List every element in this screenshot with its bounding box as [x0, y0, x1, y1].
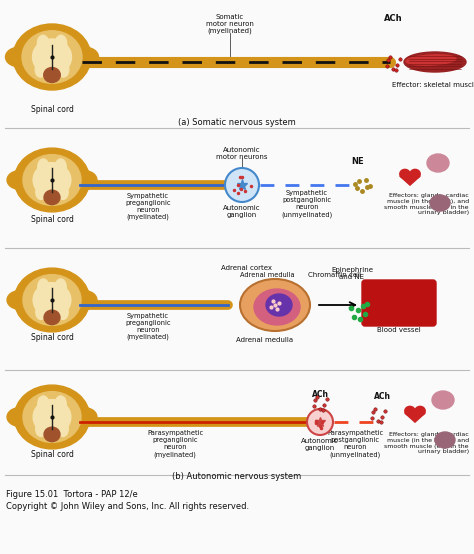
Ellipse shape: [266, 294, 292, 316]
Text: Somatic
motor neuron
(myelinated): Somatic motor neuron (myelinated): [206, 14, 254, 34]
Ellipse shape: [410, 170, 420, 178]
Ellipse shape: [435, 432, 455, 448]
Ellipse shape: [254, 289, 300, 325]
Text: Parasympathetic
postganglionic
neuron
(unmyelinated): Parasympathetic postganglionic neuron (u…: [327, 430, 383, 458]
Text: Spinal cord: Spinal cord: [30, 450, 73, 459]
Ellipse shape: [430, 195, 450, 211]
Text: Adrenal cortex: Adrenal cortex: [221, 265, 273, 271]
Text: Autonomic
motor neurons: Autonomic motor neurons: [216, 147, 268, 160]
Ellipse shape: [38, 396, 49, 412]
Ellipse shape: [415, 406, 425, 416]
Ellipse shape: [71, 171, 97, 189]
Ellipse shape: [14, 268, 90, 332]
FancyBboxPatch shape: [362, 280, 436, 326]
Text: Figure 15.01  Tortora - PAP 12/e: Figure 15.01 Tortora - PAP 12/e: [6, 490, 138, 499]
Text: Blood vessel: Blood vessel: [377, 327, 421, 333]
Ellipse shape: [37, 35, 49, 52]
Ellipse shape: [22, 31, 82, 83]
Ellipse shape: [36, 422, 46, 437]
Ellipse shape: [7, 171, 33, 189]
Ellipse shape: [36, 185, 46, 199]
Text: ACh: ACh: [383, 14, 402, 23]
Ellipse shape: [58, 305, 68, 320]
Ellipse shape: [432, 391, 454, 409]
Ellipse shape: [406, 55, 456, 65]
Ellipse shape: [38, 279, 49, 295]
Ellipse shape: [23, 392, 81, 443]
Ellipse shape: [55, 396, 66, 412]
Ellipse shape: [35, 62, 46, 77]
Ellipse shape: [44, 427, 60, 442]
Text: Epinephrine
and NE: Epinephrine and NE: [331, 267, 373, 280]
Text: Adrenal medulla: Adrenal medulla: [240, 272, 295, 278]
Text: ACh: ACh: [234, 172, 250, 181]
Ellipse shape: [72, 47, 99, 66]
Text: Autonomic
ganglion: Autonomic ganglion: [301, 438, 339, 451]
Text: Chromaffin cell: Chromaffin cell: [308, 272, 361, 278]
Text: Effectors: glands, cardiac
muscle (in the heart), and
smooth muscle (e.g. in the: Effectors: glands, cardiac muscle (in th…: [384, 193, 469, 216]
Ellipse shape: [71, 408, 97, 427]
Ellipse shape: [44, 68, 60, 83]
Ellipse shape: [405, 406, 415, 416]
Text: Spinal cord: Spinal cord: [30, 333, 73, 342]
Text: Spinal cord: Spinal cord: [30, 105, 73, 114]
Circle shape: [307, 409, 333, 435]
Ellipse shape: [33, 399, 71, 434]
Ellipse shape: [58, 185, 68, 199]
Ellipse shape: [400, 170, 410, 178]
Ellipse shape: [44, 190, 60, 204]
Ellipse shape: [6, 47, 33, 66]
Ellipse shape: [38, 159, 49, 175]
Text: ACh: ACh: [266, 302, 283, 311]
Ellipse shape: [55, 279, 66, 295]
Ellipse shape: [44, 310, 60, 325]
Text: Parasympathetic
preganglionic
neuron
(myelinated): Parasympathetic preganglionic neuron (my…: [147, 430, 203, 458]
Ellipse shape: [7, 408, 33, 427]
Text: Copyright © John Wiley and Sons, Inc. All rights reserved.: Copyright © John Wiley and Sons, Inc. Al…: [6, 502, 249, 511]
Text: (b) Autonomic nervous system: (b) Autonomic nervous system: [173, 472, 301, 481]
Ellipse shape: [23, 275, 81, 325]
Ellipse shape: [33, 163, 71, 197]
Ellipse shape: [33, 39, 72, 75]
Ellipse shape: [36, 305, 46, 320]
Text: (a) Somatic nervous system: (a) Somatic nervous system: [178, 118, 296, 127]
Text: Sympathetic
preganglionic
neuron
(myelinated): Sympathetic preganglionic neuron (myelin…: [125, 193, 171, 220]
Ellipse shape: [55, 35, 67, 52]
Text: ACh: ACh: [374, 392, 391, 401]
Text: ACh: ACh: [311, 390, 328, 399]
Text: Sympathetic
preganglionic
neuron
(myelinated): Sympathetic preganglionic neuron (myelin…: [125, 313, 171, 341]
Circle shape: [225, 168, 259, 202]
Ellipse shape: [58, 422, 68, 437]
Ellipse shape: [427, 154, 449, 172]
Text: Sympathetic
postganglionic
neuron
(unmyelinated): Sympathetic postganglionic neuron (unmye…: [282, 190, 333, 218]
Ellipse shape: [13, 24, 91, 90]
Ellipse shape: [14, 385, 90, 449]
Text: Adrenal medulla: Adrenal medulla: [237, 337, 293, 343]
Ellipse shape: [404, 52, 466, 72]
Text: Effector: skeletal muscle: Effector: skeletal muscle: [392, 82, 474, 88]
Text: NE: NE: [352, 157, 365, 166]
Ellipse shape: [33, 283, 71, 317]
Ellipse shape: [240, 279, 310, 331]
Ellipse shape: [23, 155, 81, 206]
Text: Effectors: glands, cardiac
muscle (in the heart), and
smooth muscle (e.g. in the: Effectors: glands, cardiac muscle (in th…: [384, 432, 469, 454]
Text: Spinal cord: Spinal cord: [30, 215, 73, 224]
Ellipse shape: [71, 291, 97, 310]
Ellipse shape: [14, 148, 90, 212]
Text: Autonomic
ganglion: Autonomic ganglion: [223, 205, 261, 218]
Ellipse shape: [55, 159, 66, 175]
Ellipse shape: [7, 291, 33, 310]
Polygon shape: [405, 413, 425, 422]
Polygon shape: [400, 176, 420, 185]
Ellipse shape: [58, 62, 69, 77]
